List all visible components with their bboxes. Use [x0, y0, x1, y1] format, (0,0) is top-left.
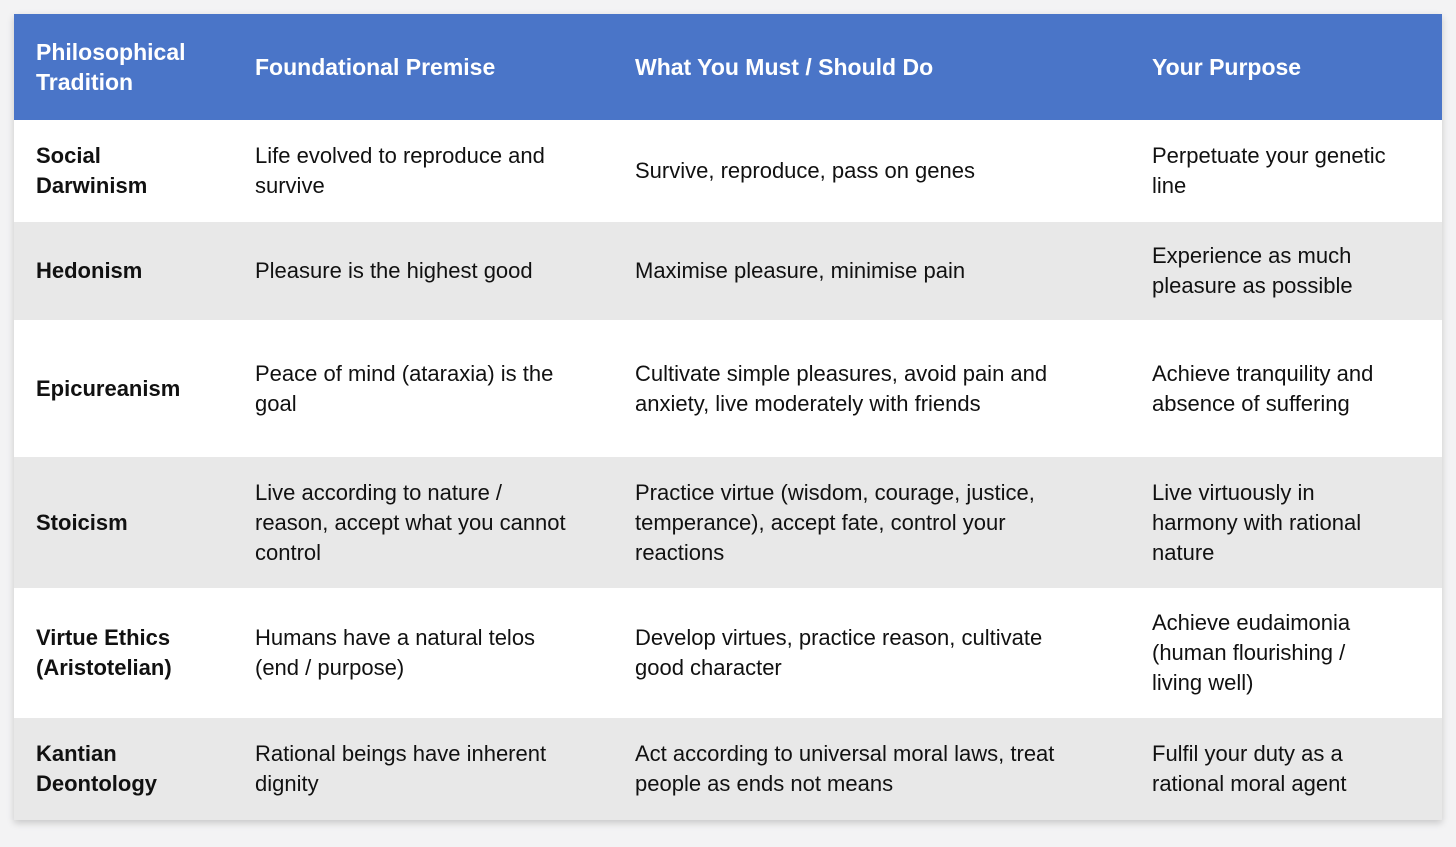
table-row-virtue-ethics: Virtue Ethics (Aristotelian) Humans have… [14, 588, 1442, 718]
purpose-cell: Fulfil your duty as a rational moral age… [1152, 741, 1347, 796]
premise-cell: Peace of mind (ataraxia) is the goal [255, 360, 554, 416]
action-cell: Act according to universal moral laws, t… [635, 741, 1055, 796]
tradition-cell: Social Darwinism [36, 143, 148, 198]
tradition-cell: Kantian Deontology [36, 741, 157, 796]
table-row-epicureanism: Epicureanism Peace of mind (ataraxia) is… [14, 320, 1442, 457]
action-cell: Develop virtues, practice reason, cultiv… [635, 625, 1043, 680]
premise-cell: Life evolved to reproduce and survive [255, 143, 545, 198]
table-row-hedonism: Hedonism Pleasure is the highest good Ma… [14, 222, 1442, 320]
table-row-stoicism: Stoicism Live according to nature / reas… [14, 457, 1442, 588]
action-cell: Survive, reproduce, pass on genes [635, 158, 975, 183]
column-header-your-purpose: Your Purpose [1132, 14, 1442, 120]
premise-cell: Rational beings have inherent dignity [255, 741, 547, 796]
tradition-cell: Epicureanism [36, 375, 181, 401]
purpose-cell: Live virtuously in harmony with rational… [1152, 479, 1362, 565]
tradition-cell: Hedonism [36, 258, 143, 283]
table-row-social-darwinism: Social Darwinism Life evolved to reprodu… [14, 120, 1442, 222]
premise-cell: Pleasure is the highest good [255, 258, 533, 283]
tradition-cell: Stoicism [36, 509, 128, 535]
column-header-foundational-premise: Foundational Premise [235, 14, 615, 120]
purpose-cell: Perpetuate your genetic line [1152, 143, 1386, 198]
column-header-philosophical-tradition: Philosophical Tradition [14, 14, 235, 120]
action-cell: Practice virtue (wisdom, courage, justic… [635, 479, 1035, 565]
tradition-cell: Virtue Ethics (Aristotelian) [36, 625, 172, 680]
column-header-what-you-must-should-do: What You Must / Should Do [615, 14, 1132, 120]
purpose-cell: Achieve tranquility and absence of suffe… [1152, 360, 1374, 416]
purpose-cell: Achieve eudaimonia (human flourishing / … [1152, 610, 1351, 695]
action-cell: Maximise pleasure, minimise pain [635, 258, 966, 283]
purpose-cell: Experience as much pleasure as possible [1152, 243, 1353, 298]
table-row-kantian-deontology: Kantian Deontology Rational beings have … [14, 718, 1442, 820]
header-row: Philosophical Tradition Foundational Pre… [14, 14, 1442, 120]
premise-cell: Live according to nature / reason, accep… [255, 479, 566, 565]
premise-cell: Humans have a natural telos (end / purpo… [255, 625, 536, 680]
philosophy-comparison-table: Philosophical Tradition Foundational Pre… [14, 14, 1442, 820]
action-cell: Cultivate simple pleasures, avoid pain a… [635, 360, 1048, 416]
